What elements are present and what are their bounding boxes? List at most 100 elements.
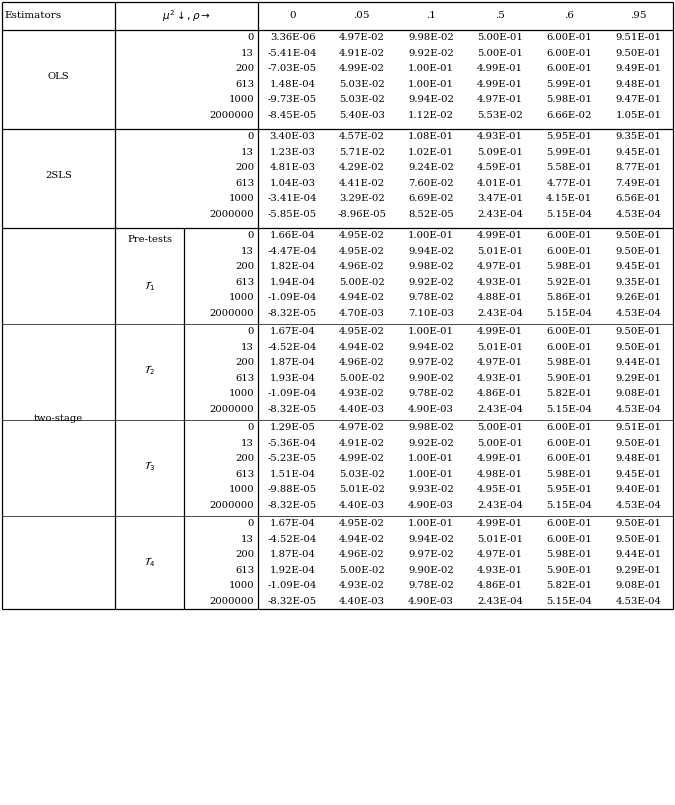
- Text: 613: 613: [235, 374, 254, 382]
- Text: 4.88E-01: 4.88E-01: [477, 293, 523, 302]
- Text: 9.94E-02: 9.94E-02: [408, 95, 454, 105]
- Text: 1.93E-04: 1.93E-04: [269, 374, 316, 382]
- Text: .6: .6: [564, 11, 574, 20]
- Text: 9.98E-02: 9.98E-02: [408, 262, 454, 271]
- Text: 9.50E-01: 9.50E-01: [616, 439, 662, 448]
- Text: 5.00E-02: 5.00E-02: [339, 566, 385, 575]
- Text: 4.15E-01: 4.15E-01: [546, 194, 593, 203]
- Text: 6.00E-01: 6.00E-01: [546, 64, 592, 73]
- Text: -8.96E-05: -8.96E-05: [338, 210, 386, 219]
- Text: 9.48E-01: 9.48E-01: [616, 454, 662, 463]
- Text: 9.35E-01: 9.35E-01: [616, 132, 662, 141]
- Text: -7.03E-05: -7.03E-05: [268, 64, 317, 73]
- Text: 4.99E-02: 4.99E-02: [339, 454, 385, 463]
- Text: 4.41E-02: 4.41E-02: [339, 179, 385, 188]
- Text: 1.04E-03: 1.04E-03: [269, 179, 316, 188]
- Text: 5.00E-01: 5.00E-01: [477, 439, 523, 448]
- Text: 6.00E-01: 6.00E-01: [546, 439, 592, 448]
- Text: $\mathcal{T}_4$: $\mathcal{T}_4$: [144, 555, 155, 569]
- Text: 613: 613: [235, 80, 254, 89]
- Text: 4.95E-02: 4.95E-02: [339, 328, 385, 336]
- Text: 4.97E-02: 4.97E-02: [339, 33, 385, 42]
- Text: 13: 13: [241, 148, 254, 157]
- Text: Pre-tests: Pre-tests: [127, 235, 172, 244]
- Text: 13: 13: [241, 247, 254, 256]
- Text: 8.52E-05: 8.52E-05: [408, 210, 454, 219]
- Text: 4.90E-03: 4.90E-03: [408, 501, 454, 510]
- Text: 4.95E-02: 4.95E-02: [339, 247, 385, 256]
- Text: .1: .1: [426, 11, 436, 20]
- Text: 4.97E-01: 4.97E-01: [477, 551, 523, 559]
- Text: 9.92E-02: 9.92E-02: [408, 278, 454, 287]
- Text: 5.98E-01: 5.98E-01: [546, 358, 592, 367]
- Text: 5.15E-04: 5.15E-04: [546, 309, 592, 318]
- Text: 9.94E-02: 9.94E-02: [408, 343, 454, 352]
- Text: 5.00E-02: 5.00E-02: [339, 374, 385, 382]
- Text: 9.50E-01: 9.50E-01: [616, 49, 662, 58]
- Text: 5.03E-02: 5.03E-02: [339, 95, 385, 105]
- Text: 4.29E-02: 4.29E-02: [339, 163, 385, 172]
- Text: 5.58E-01: 5.58E-01: [546, 163, 592, 172]
- Text: 9.51E-01: 9.51E-01: [616, 33, 662, 42]
- Text: 1000: 1000: [228, 293, 254, 302]
- Text: $\mathcal{T}_2$: $\mathcal{T}_2$: [144, 364, 155, 378]
- Text: 4.40E-03: 4.40E-03: [339, 405, 385, 414]
- Text: -1.09E-04: -1.09E-04: [268, 581, 317, 590]
- Text: 0: 0: [248, 132, 254, 141]
- Text: 1.51E-04: 1.51E-04: [269, 470, 316, 479]
- Text: -8.32E-05: -8.32E-05: [268, 597, 317, 605]
- Text: 4.86E-01: 4.86E-01: [477, 390, 523, 398]
- Text: 1.87E-04: 1.87E-04: [269, 551, 316, 559]
- Text: 4.86E-01: 4.86E-01: [477, 581, 523, 590]
- Text: 9.47E-01: 9.47E-01: [616, 95, 662, 105]
- Text: 6.00E-01: 6.00E-01: [546, 231, 592, 240]
- Text: 200: 200: [235, 163, 254, 172]
- Text: 4.90E-03: 4.90E-03: [408, 597, 454, 605]
- Text: 5.15E-04: 5.15E-04: [546, 405, 592, 414]
- Text: 6.00E-01: 6.00E-01: [546, 49, 592, 58]
- Text: 5.01E-01: 5.01E-01: [477, 247, 523, 256]
- Text: -4.47E-04: -4.47E-04: [268, 247, 317, 256]
- Text: 4.91E-02: 4.91E-02: [339, 49, 385, 58]
- Text: 9.98E-02: 9.98E-02: [408, 33, 454, 42]
- Text: 9.08E-01: 9.08E-01: [616, 581, 662, 590]
- Text: 5.98E-01: 5.98E-01: [546, 95, 592, 105]
- Text: 200: 200: [235, 64, 254, 73]
- Text: 4.70E-03: 4.70E-03: [339, 309, 385, 318]
- Text: Estimators: Estimators: [4, 11, 61, 20]
- Text: -5.23E-05: -5.23E-05: [268, 454, 317, 463]
- Text: $\mu^2 \downarrow, \rho \rightarrow$: $\mu^2 \downarrow, \rho \rightarrow$: [162, 8, 211, 24]
- Text: 4.96E-02: 4.96E-02: [339, 358, 385, 367]
- Text: 0: 0: [290, 11, 296, 20]
- Text: 5.82E-01: 5.82E-01: [546, 390, 592, 398]
- Text: 9.29E-01: 9.29E-01: [616, 566, 662, 575]
- Text: 1.87E-04: 1.87E-04: [269, 358, 316, 367]
- Text: 5.99E-01: 5.99E-01: [546, 148, 592, 157]
- Text: 6.66E-02: 6.66E-02: [547, 111, 592, 120]
- Text: 4.97E-01: 4.97E-01: [477, 95, 523, 105]
- Text: 4.94E-02: 4.94E-02: [339, 343, 385, 352]
- Text: 9.40E-01: 9.40E-01: [616, 485, 662, 494]
- Text: 613: 613: [235, 470, 254, 479]
- Text: 5.15E-04: 5.15E-04: [546, 501, 592, 510]
- Text: 5.03E-02: 5.03E-02: [339, 80, 385, 89]
- Text: 9.49E-01: 9.49E-01: [616, 64, 662, 73]
- Text: 6.00E-01: 6.00E-01: [546, 328, 592, 336]
- Text: 9.78E-02: 9.78E-02: [408, 581, 454, 590]
- Text: 4.97E-01: 4.97E-01: [477, 262, 523, 271]
- Text: 1000: 1000: [228, 194, 254, 203]
- Text: 9.44E-01: 9.44E-01: [616, 358, 662, 367]
- Text: 200: 200: [235, 358, 254, 367]
- Text: 2000000: 2000000: [209, 210, 254, 219]
- Text: 6.00E-01: 6.00E-01: [546, 247, 592, 256]
- Text: 4.96E-02: 4.96E-02: [339, 551, 385, 559]
- Text: 5.15E-04: 5.15E-04: [546, 597, 592, 605]
- Text: 4.99E-01: 4.99E-01: [477, 231, 523, 240]
- Text: 4.99E-01: 4.99E-01: [477, 80, 523, 89]
- Text: 5.01E-02: 5.01E-02: [339, 485, 385, 494]
- Text: 6.69E-02: 6.69E-02: [408, 194, 454, 203]
- Text: 5.95E-01: 5.95E-01: [546, 132, 592, 141]
- Text: 1.00E-01: 1.00E-01: [408, 80, 454, 89]
- Text: 1.05E-01: 1.05E-01: [616, 111, 662, 120]
- Text: 1.29E-05: 1.29E-05: [269, 423, 315, 432]
